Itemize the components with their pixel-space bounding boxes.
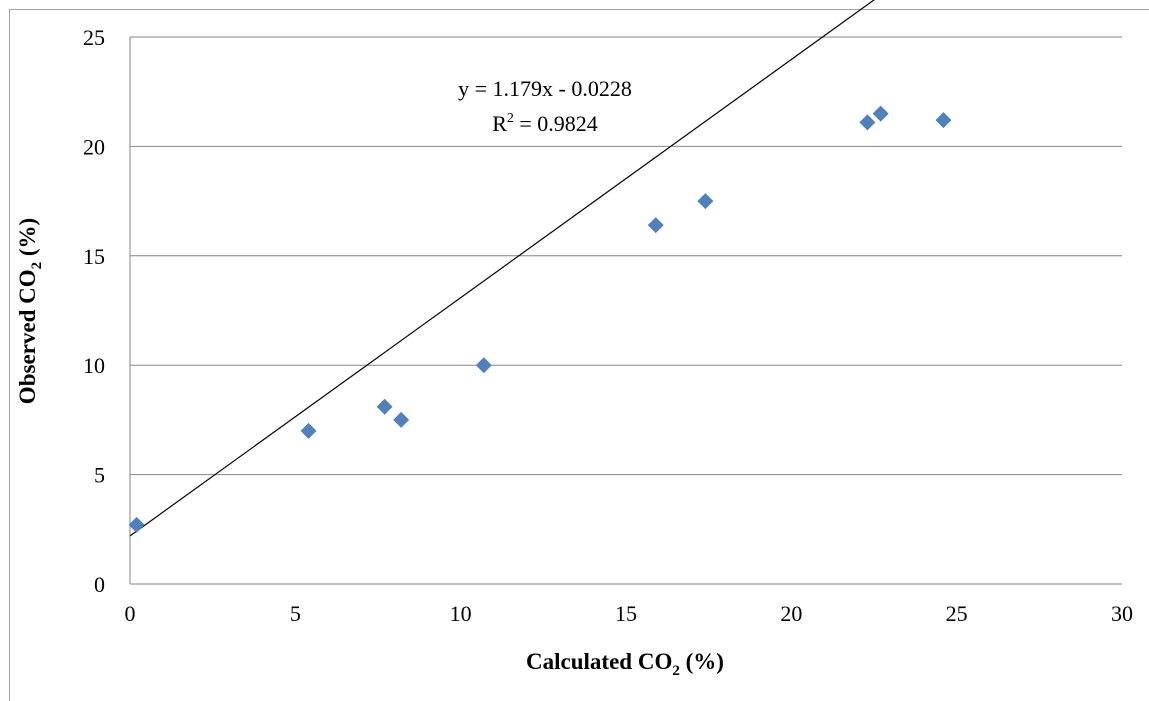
data-point	[872, 105, 889, 122]
data-point	[697, 193, 714, 210]
y-tick-label: 25	[83, 25, 105, 50]
gridlines	[130, 36, 1122, 476]
x-tick-label: 20	[780, 601, 802, 626]
r-squared-label: R2 = 0.9824	[492, 111, 598, 136]
data-point	[935, 112, 952, 129]
x-tick-label: 15	[615, 601, 637, 626]
y-tick-labels: 0 5 10 15 20 25	[83, 25, 105, 597]
data-point	[376, 398, 393, 415]
data-point	[393, 411, 410, 428]
data-point	[647, 217, 664, 234]
y-tick-label: 20	[83, 134, 105, 159]
y-tick-label: 15	[83, 244, 105, 269]
chart-frame	[9, 9, 1149, 701]
trendline-equation: y = 1.179x - 0.0228	[458, 76, 632, 101]
x-tick-label: 0	[125, 601, 136, 626]
x-tick-label: 30	[1111, 601, 1133, 626]
data-point	[475, 357, 492, 374]
x-tick-labels: 0 5 10 15 20 25 30	[125, 601, 1134, 626]
y-tick-label: 10	[83, 353, 105, 378]
data-points	[128, 105, 952, 533]
x-axis-title: Calculated CO2 (%)	[526, 649, 724, 679]
data-point	[859, 114, 876, 131]
y-tick-label: 0	[94, 572, 105, 597]
x-tick-label: 10	[450, 601, 472, 626]
y-axis-title: Observed CO2 (%)	[15, 218, 45, 404]
x-tick-label: 5	[290, 601, 301, 626]
trendline	[129, 0, 875, 537]
y-tick-label: 5	[94, 463, 105, 488]
data-point	[300, 422, 317, 439]
data-point	[128, 516, 145, 533]
x-tick-label: 25	[946, 601, 968, 626]
